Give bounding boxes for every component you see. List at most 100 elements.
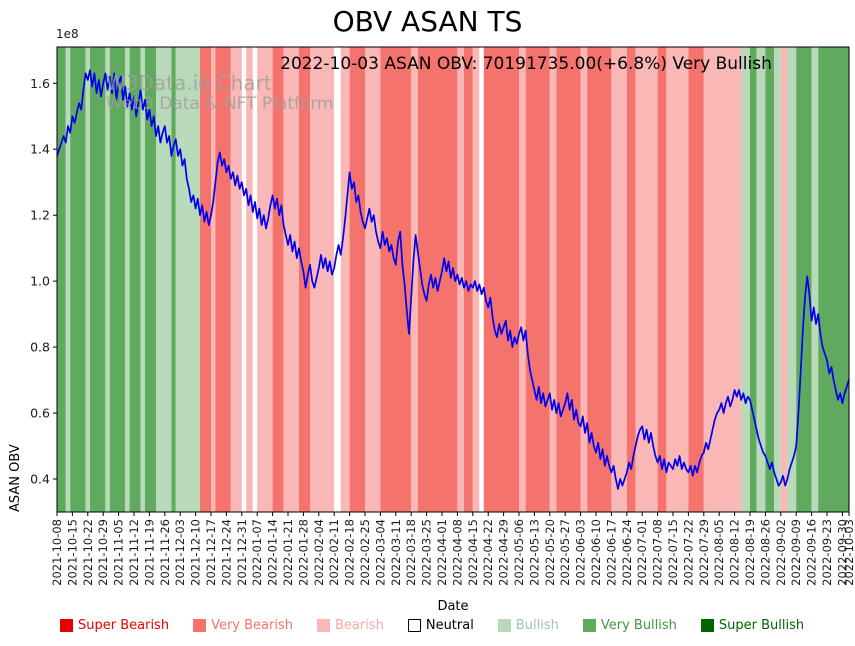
- x-tick-label: 2021-10-29: [96, 519, 110, 586]
- x-tick-label: 2021-11-26: [158, 519, 172, 586]
- sentiment-band-very_bullish: [818, 47, 849, 512]
- sentiment-band-very_bullish: [57, 47, 66, 512]
- x-tick-label: 2022-07-01: [635, 519, 649, 586]
- y-tick-label: 0.4: [30, 472, 50, 487]
- y-axis-label: ASAN OBV: [8, 444, 23, 512]
- legend-item-neutral: Neutral: [407, 618, 474, 633]
- sentiment-band-very_bearish: [587, 47, 612, 512]
- x-tick-label: 2022-09-16: [805, 519, 819, 586]
- legend-label-super_bullish: Super Bullish: [718, 618, 805, 633]
- x-tick-label: 2022-10-03: [842, 519, 855, 586]
- sentiment-band-bullish: [105, 47, 110, 512]
- sentiment-band-bearish: [611, 47, 627, 512]
- plot-border: [56, 46, 850, 513]
- y-axis-offset-label: 1e8: [56, 27, 79, 41]
- legend-swatch-bullish: [497, 619, 511, 632]
- x-tick-label: 2021-12-03: [173, 519, 187, 586]
- x-tick-label: 2022-09-02: [774, 519, 788, 586]
- sentiment-band-bearish: [635, 47, 658, 512]
- x-tick-label: 2021-12-31: [235, 519, 249, 586]
- sentiment-band-very_bearish: [215, 47, 231, 512]
- sentiment-band-very_bullish: [750, 47, 757, 512]
- sentiment-band-very_bullish: [70, 47, 86, 512]
- legend-item-very_bullish: Very Bullish: [582, 618, 677, 633]
- x-tick-label: 2022-09-09: [789, 519, 803, 586]
- sentiment-band-bearish: [283, 47, 299, 512]
- x-tick-label: 2022-08-12: [728, 519, 742, 586]
- sentiment-band-very_bearish: [626, 47, 636, 512]
- x-tick-label: 2022-09-30: [835, 519, 849, 586]
- x-tick-label: 2022-06-03: [574, 519, 588, 586]
- sentiment-band-bearish: [519, 47, 526, 512]
- sentiment-band-neutral: [241, 47, 247, 512]
- sentiment-band-neutral: [252, 47, 258, 512]
- sentiment-band-very_bearish: [272, 47, 284, 512]
- sentiment-band-very_bullish: [129, 47, 141, 512]
- sentiment-band-bearish: [230, 47, 242, 512]
- x-tick-label: 2021-10-22: [81, 519, 95, 586]
- legend-item-super_bullish: Super Bullish: [700, 618, 805, 633]
- x-tick-label: 2022-03-25: [420, 519, 434, 586]
- sentiment-band-bearish: [211, 47, 216, 512]
- sentiment-band-bearish: [703, 47, 742, 512]
- x-tick-label: 2021-11-19: [142, 519, 156, 586]
- x-tick-label: 2022-01-28: [296, 519, 310, 586]
- x-tick-label: 2022-08-19: [743, 519, 757, 586]
- sentiment-band-very_bullish: [796, 47, 812, 512]
- obv-annotation: 2022-10-03 ASAN OBV: 70191735.00(+6.8%) …: [280, 54, 772, 74]
- x-tick-label: 2022-03-04: [373, 519, 387, 586]
- x-tick-label: 2021-10-08: [50, 519, 64, 586]
- x-tick-label: 2022-01-21: [281, 519, 295, 586]
- sentiment-band-neutral: [479, 47, 484, 512]
- x-tick-label: 2022-01-14: [266, 519, 280, 586]
- sentiment-band-bullish: [756, 47, 766, 512]
- x-tick-label: 2022-07-08: [651, 519, 665, 586]
- y-tick-label: 0.8: [30, 340, 50, 355]
- y-tick-label: 1.2: [30, 208, 50, 223]
- legend-item-bearish: Bearish: [316, 618, 384, 633]
- legend-item-super_bearish: Super Bearish: [60, 618, 169, 633]
- legend-item-very_bearish: Very Bearish: [193, 618, 293, 633]
- sentiment-band-bearish: [580, 47, 588, 512]
- legend-swatch-super_bearish: [60, 619, 73, 632]
- x-tick-label: 2022-08-26: [758, 519, 772, 586]
- x-tick-label: 2022-04-08: [450, 519, 464, 586]
- x-tick-label: 2022-06-24: [620, 519, 634, 586]
- x-tick-label: 2022-05-27: [558, 519, 572, 586]
- x-tick-label: 2021-12-10: [189, 519, 203, 586]
- y-tick-label: 1.4: [30, 142, 50, 157]
- x-tick-label: 2022-01-07: [250, 519, 264, 586]
- legend-swatch-bearish: [316, 619, 330, 632]
- x-tick-label: 2022-07-22: [681, 519, 695, 586]
- x-tick-label: 2022-09-23: [820, 519, 834, 586]
- legend-swatch-very_bullish: [582, 619, 596, 632]
- sentiment-band-bullish: [125, 47, 130, 512]
- sentiment-band-very_bearish: [483, 47, 519, 512]
- legend-label-very_bullish: Very Bullish: [600, 618, 677, 633]
- legend-label-bearish: Bearish: [334, 618, 384, 633]
- x-tick-label: 2022-04-01: [435, 519, 449, 586]
- legend-label-bullish: Bullish: [515, 618, 559, 633]
- legend-item-bullish: Bullish: [497, 618, 559, 633]
- watermark-brand: W3Data.io Chart: [106, 71, 272, 95]
- sentiment-band-very_bearish: [525, 47, 550, 512]
- x-tick-label: 2022-07-29: [697, 519, 711, 586]
- x-tick-label: 2021-12-17: [204, 519, 218, 586]
- x-tick-label: 2022-06-10: [589, 519, 603, 586]
- sentiment-band-bearish: [365, 47, 381, 512]
- sentiment-band-very_bullish: [109, 47, 126, 512]
- sentiment-band-bearish: [411, 47, 418, 512]
- x-tick-label: 2022-02-18: [343, 519, 357, 586]
- sentiment-band-very_bullish: [171, 47, 176, 512]
- sentiment-band-bullish: [774, 47, 781, 512]
- sentiment-band-bearish: [666, 47, 689, 512]
- sentiment-band-very_bullish: [90, 47, 106, 512]
- x-tick-label: 2022-08-05: [712, 519, 726, 586]
- sentiment-band-bearish: [780, 47, 788, 512]
- watermark-tagline: Web3 Data & NFT Platform: [106, 94, 334, 114]
- sentiment-band-bearish: [257, 47, 273, 512]
- sentiment-band-bearish: [549, 47, 557, 512]
- legend-label-very_bearish: Very Bearish: [211, 618, 293, 633]
- sentiment-band-bullish: [140, 47, 145, 512]
- x-tick-label: 2022-02-25: [358, 519, 372, 586]
